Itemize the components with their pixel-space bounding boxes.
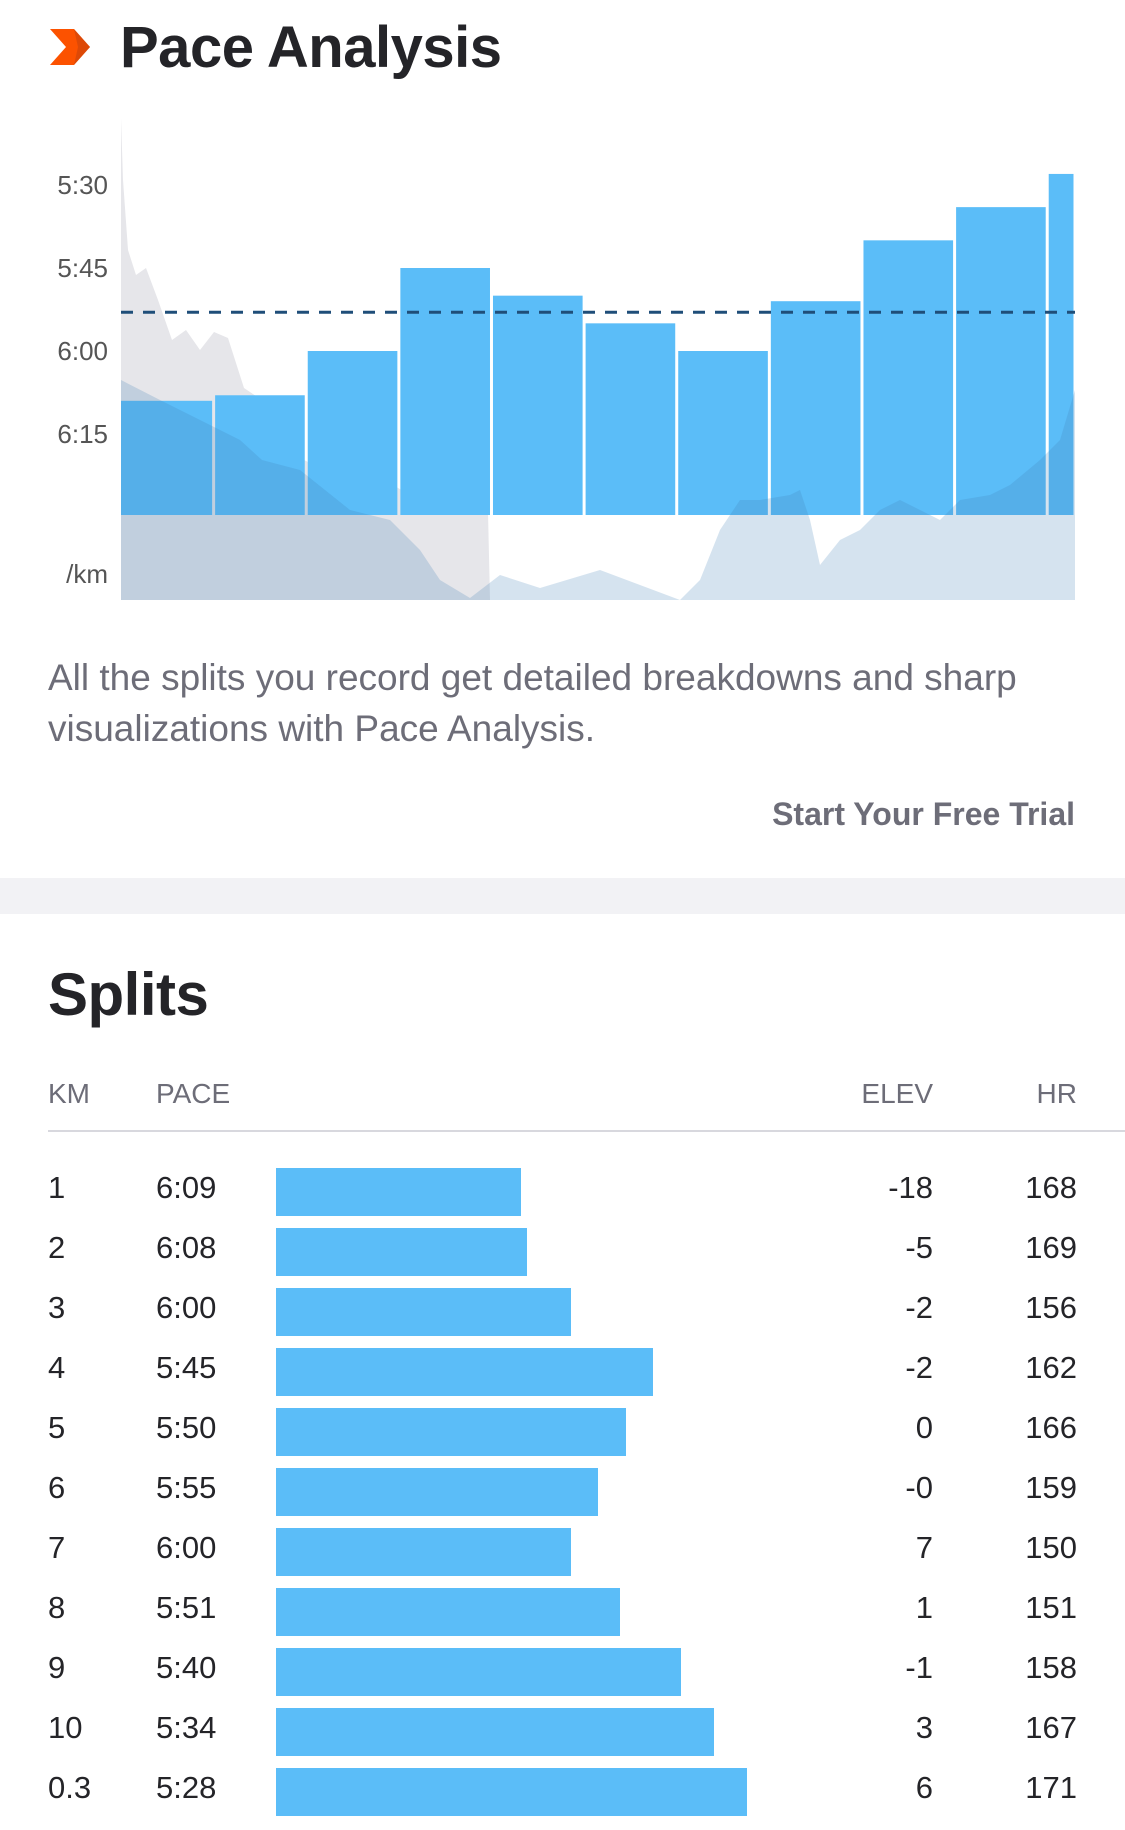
table-row: 9 5:40 -1 158 bbox=[48, 1640, 1077, 1700]
split-hr: 162 bbox=[1025, 1350, 1077, 1385]
split-pace-bar bbox=[276, 1468, 599, 1516]
split-pace-bar bbox=[276, 1348, 654, 1396]
split-km: 6 bbox=[48, 1470, 66, 1505]
chevron-right-icon bbox=[50, 29, 90, 65]
table-row: 8 5:51 1 151 bbox=[48, 1580, 1077, 1640]
pace-bar-3 bbox=[307, 351, 398, 515]
pace-bar-2 bbox=[215, 395, 305, 515]
split-hr: 166 bbox=[1025, 1410, 1077, 1445]
table-row: 5 5:50 0 166 bbox=[48, 1400, 1077, 1460]
split-hr: 169 bbox=[1025, 1230, 1077, 1265]
split-km: 5 bbox=[48, 1410, 66, 1445]
splits-title: Splits bbox=[48, 961, 209, 1028]
splits-table-header: KM PACE ELEV HR bbox=[48, 1078, 1125, 1132]
split-pace-bar bbox=[276, 1648, 681, 1696]
split-km: 9 bbox=[48, 1650, 66, 1685]
split-hr: 159 bbox=[1025, 1470, 1077, 1505]
split-elev: 7 bbox=[915, 1530, 933, 1565]
y-axis-ticks: 5:30 5:45 6:00 6:15 bbox=[57, 170, 108, 449]
section-divider bbox=[0, 878, 1125, 914]
split-hr: 168 bbox=[1025, 1170, 1077, 1205]
split-pace: 6:00 bbox=[156, 1290, 217, 1325]
pace-analysis-description: All the splits you record get detailed b… bbox=[48, 657, 1017, 749]
split-pace-bar bbox=[276, 1768, 747, 1816]
split-hr: 150 bbox=[1025, 1530, 1077, 1565]
pace-bar-8 bbox=[770, 301, 861, 515]
table-row: 1 6:09 -18 168 bbox=[48, 1160, 1077, 1220]
split-elev: -18 bbox=[888, 1170, 933, 1205]
split-km: 2 bbox=[48, 1230, 66, 1265]
pace-bar-0.3 bbox=[1048, 173, 1074, 515]
split-pace-bar bbox=[276, 1708, 714, 1756]
pace-bars bbox=[121, 173, 1074, 516]
split-elev: -1 bbox=[905, 1650, 933, 1685]
split-hr: 151 bbox=[1025, 1590, 1077, 1625]
split-pace-bar bbox=[276, 1528, 571, 1576]
split-elev: -2 bbox=[905, 1350, 933, 1385]
pace-analysis-header: Pace Analysis bbox=[48, 12, 502, 82]
y-tick-label: 5:45 bbox=[57, 253, 108, 283]
start-free-trial-button[interactable]: Start Your Free Trial bbox=[772, 796, 1075, 832]
split-pace-bar bbox=[276, 1288, 571, 1336]
split-km: 10 bbox=[48, 1710, 83, 1745]
split-elev: -2 bbox=[905, 1290, 933, 1325]
split-elev: -5 bbox=[905, 1230, 933, 1265]
y-tick-label: 6:15 bbox=[57, 419, 108, 449]
split-pace-bar bbox=[276, 1168, 521, 1216]
split-pace-bar bbox=[276, 1228, 527, 1276]
pace-chart: 5:30 5:45 6:00 6:15 /km bbox=[57, 118, 1075, 600]
split-pace: 6:00 bbox=[156, 1530, 217, 1565]
pace-bar-5 bbox=[492, 295, 583, 515]
split-km: 8 bbox=[48, 1590, 66, 1625]
split-pace: 5:34 bbox=[156, 1710, 217, 1745]
split-km: 7 bbox=[48, 1530, 66, 1565]
split-hr: 167 bbox=[1025, 1710, 1077, 1745]
split-elev: -0 bbox=[905, 1470, 933, 1505]
split-km: 1 bbox=[48, 1170, 66, 1205]
km-column-header: KM bbox=[48, 1078, 90, 1109]
split-hr: 171 bbox=[1025, 1770, 1077, 1805]
split-elev: 0 bbox=[915, 1410, 933, 1445]
pace-column-header: PACE bbox=[156, 1078, 231, 1109]
pace-bar-7 bbox=[678, 351, 768, 515]
split-km: 3 bbox=[48, 1290, 66, 1325]
y-tick-label: 6:00 bbox=[57, 336, 108, 366]
split-elev: 6 bbox=[915, 1770, 933, 1805]
table-row: 7 6:00 7 150 bbox=[48, 1520, 1077, 1580]
heart-rate-area bbox=[121, 380, 1075, 600]
y-tick-label: 5:30 bbox=[57, 170, 108, 200]
split-pace-bar bbox=[276, 1588, 621, 1636]
table-row: 6 5:55 -0 159 bbox=[48, 1460, 1077, 1520]
split-elev: 1 bbox=[915, 1590, 933, 1625]
pace-bar-10 bbox=[956, 207, 1046, 515]
gradient-area bbox=[121, 118, 490, 600]
pace-bar-9 bbox=[863, 240, 954, 516]
table-row: 10 5:34 3 167 bbox=[48, 1700, 1077, 1760]
split-hr: 156 bbox=[1025, 1290, 1077, 1325]
hr-column-header: HR bbox=[1036, 1078, 1077, 1109]
split-pace: 5:45 bbox=[156, 1350, 217, 1385]
split-km: 4 bbox=[48, 1350, 66, 1385]
split-pace: 6:08 bbox=[156, 1230, 217, 1265]
split-pace: 5:51 bbox=[156, 1590, 217, 1625]
table-row: 0.3 5:28 6 171 bbox=[48, 1760, 1077, 1820]
split-pace: 5:28 bbox=[156, 1770, 217, 1805]
pace-bar-6 bbox=[585, 323, 676, 515]
split-pace: 5:40 bbox=[156, 1650, 217, 1685]
pace-bar-1 bbox=[121, 400, 213, 515]
page-title: Pace Analysis bbox=[120, 14, 502, 80]
split-pace: 6:09 bbox=[156, 1170, 217, 1205]
split-pace: 5:50 bbox=[156, 1410, 217, 1445]
split-pace-bar bbox=[276, 1408, 626, 1456]
table-row: 2 6:08 -5 169 bbox=[48, 1220, 1077, 1280]
elev-column-header: ELEV bbox=[861, 1078, 933, 1109]
table-row: 3 6:00 -2 156 bbox=[48, 1280, 1077, 1340]
pace-bar-4 bbox=[400, 268, 490, 515]
split-elev: 3 bbox=[915, 1710, 933, 1745]
table-row: 4 5:45 -2 162 bbox=[48, 1340, 1077, 1400]
split-pace: 5:55 bbox=[156, 1470, 217, 1505]
y-axis-unit: /km bbox=[66, 559, 108, 589]
split-hr: 158 bbox=[1025, 1650, 1077, 1685]
split-km: 0.3 bbox=[48, 1770, 92, 1805]
